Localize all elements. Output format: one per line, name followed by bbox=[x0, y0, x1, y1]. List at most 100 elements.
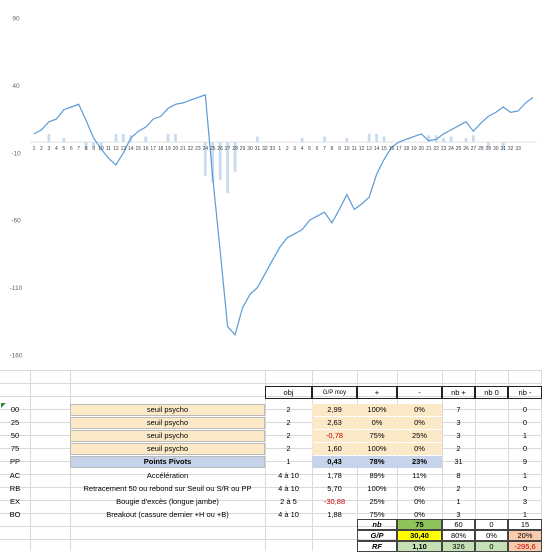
row-highlight-values bbox=[312, 443, 442, 456]
gridline-h bbox=[0, 474, 542, 475]
row-label: seuil psycho bbox=[146, 418, 189, 428]
x-tick-label: 17 bbox=[150, 146, 156, 152]
data-bar bbox=[449, 136, 453, 143]
row-nb-minus: 1 bbox=[522, 509, 528, 519]
row-obj: 4 à 10 bbox=[278, 470, 299, 480]
x-tick-label: 20 bbox=[419, 146, 425, 152]
x-tick-label: 16 bbox=[389, 146, 395, 152]
gridline-v bbox=[442, 370, 443, 551]
gridline-v bbox=[30, 370, 31, 551]
row-label: seuil psycho bbox=[146, 431, 189, 441]
x-tick-label: 6 bbox=[316, 146, 319, 152]
row-plus: 100% bbox=[367, 483, 387, 493]
row-gp-moy: 2,99 bbox=[327, 405, 342, 414]
row-gp-moy: 0,43 bbox=[327, 457, 342, 467]
summary-value: -295,6 bbox=[508, 541, 542, 552]
gridline-h bbox=[0, 409, 542, 410]
equity-line bbox=[33, 93, 534, 336]
row-code: AC bbox=[9, 470, 21, 480]
x-tick-label: 25 bbox=[210, 146, 216, 152]
x-tick-label: 19 bbox=[165, 146, 171, 152]
gridline-v bbox=[475, 370, 476, 551]
x-tick-label: 27 bbox=[225, 146, 231, 152]
row-highlight-values bbox=[312, 417, 442, 430]
gridline-h bbox=[0, 526, 542, 527]
header-nbzero-box bbox=[475, 386, 508, 399]
row-code: 50 bbox=[10, 431, 20, 441]
data-bar bbox=[256, 136, 259, 143]
x-tick-label: 23 bbox=[441, 146, 447, 152]
x-tick-label: 11 bbox=[106, 146, 111, 152]
row-code: 00 bbox=[10, 405, 20, 414]
y-tick-label: -60 bbox=[11, 218, 21, 225]
x-tick-label: 5 bbox=[62, 146, 65, 152]
gridline-h bbox=[0, 396, 542, 397]
row-plus: 25% bbox=[369, 496, 385, 506]
x-tick-label: 7 bbox=[323, 146, 326, 152]
x-tick-label: 3 bbox=[293, 146, 296, 152]
x-tick-label: 2 bbox=[40, 146, 43, 152]
x-tick-label: 8 bbox=[331, 146, 334, 152]
x-tick-label: 4 bbox=[55, 146, 58, 152]
data-bar bbox=[174, 133, 177, 143]
row-nb-minus: 9 bbox=[522, 457, 528, 467]
y-tick-label: -110 bbox=[10, 285, 23, 292]
data-bar bbox=[382, 136, 386, 143]
data-bar bbox=[472, 135, 475, 143]
data-bar bbox=[92, 142, 95, 148]
row-obj: 2 bbox=[286, 405, 291, 414]
row-nb-minus: 1 bbox=[522, 470, 528, 480]
x-tick-label: 5 bbox=[308, 146, 311, 152]
x-tick-label: 13 bbox=[366, 146, 372, 152]
x-tick-label: 32 bbox=[262, 146, 268, 152]
x-tick-label: 9 bbox=[92, 146, 95, 152]
row-plus: 78% bbox=[369, 457, 385, 467]
x-tick-label: 28 bbox=[478, 146, 484, 152]
data-bar bbox=[501, 142, 505, 151]
gridline-v bbox=[265, 370, 266, 551]
row-nb-plus: 8 bbox=[456, 470, 461, 480]
x-tick-label: 31 bbox=[255, 146, 261, 152]
row-highlight-values bbox=[312, 404, 442, 416]
x-tick-label: 29 bbox=[486, 146, 492, 152]
x-tick-label: 30 bbox=[493, 146, 499, 152]
data-bar bbox=[121, 133, 125, 143]
x-tick-label: 9 bbox=[338, 146, 341, 152]
summary-value: 0 bbox=[475, 541, 508, 552]
row-gp-moy: 1,78 bbox=[327, 470, 342, 480]
row-nb-plus: 3 bbox=[456, 431, 461, 441]
x-tick-label: 11 bbox=[352, 146, 357, 152]
x-tick-label: 24 bbox=[203, 146, 209, 152]
row-minus: 0% bbox=[414, 496, 425, 506]
summary-label: nb bbox=[357, 519, 397, 530]
summary-label: G/P bbox=[357, 530, 397, 541]
x-tick-label: 20 bbox=[173, 146, 179, 152]
row-highlight bbox=[70, 443, 265, 456]
row-minus: 25% bbox=[411, 431, 427, 441]
row-plus: 89% bbox=[369, 470, 385, 480]
summary-value: 80% bbox=[442, 530, 475, 541]
data-bar bbox=[47, 133, 51, 143]
x-tick-label: 8 bbox=[85, 146, 88, 152]
summary-value: 1,10 bbox=[397, 541, 442, 552]
x-tick-label: 4 bbox=[301, 146, 304, 152]
header-nb-zero: nb 0 bbox=[484, 388, 499, 397]
row-gp-moy: -30,88 bbox=[323, 496, 346, 506]
row-nb-plus: 3 bbox=[456, 418, 461, 428]
row-nb-plus: 2 bbox=[456, 483, 461, 493]
x-tick-label: 21 bbox=[180, 146, 186, 152]
row-nb-minus: 0 bbox=[522, 405, 528, 414]
data-bar bbox=[427, 135, 431, 143]
x-tick-label: 27 bbox=[471, 146, 477, 152]
row-nb-minus: 3 bbox=[522, 496, 528, 506]
x-tick-label: 33 bbox=[515, 146, 521, 152]
x-tick-label: 10 bbox=[344, 146, 350, 152]
row-label: Accélération bbox=[146, 470, 189, 480]
gridline-h bbox=[0, 500, 542, 501]
summary-value: 75 bbox=[397, 519, 442, 530]
x-axis-labels: 1 2 3 4 5 6 7 8 9 10 11 12 13 14 15 16 17 18 19 20 21 22 23 24 2… bbox=[33, 146, 521, 152]
row-obj: 2 à 5 bbox=[280, 496, 297, 506]
row-nb-plus: 3 bbox=[456, 509, 461, 519]
row-gp-moy: 2,63 bbox=[327, 418, 342, 428]
data-bar bbox=[486, 142, 490, 149]
